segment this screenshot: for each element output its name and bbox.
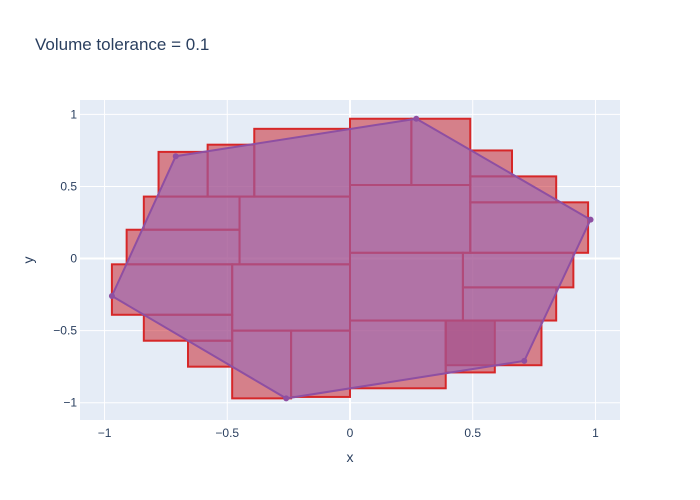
x-axis-label: x <box>347 449 354 465</box>
polygon-series <box>108 115 594 402</box>
y-tick-label: −1 <box>63 396 77 410</box>
y-tick-label: 0 <box>70 252 77 266</box>
y-tick-label: −0.5 <box>53 324 77 338</box>
y-tick-labels: −1 −0.5 0 0.5 1 <box>53 107 77 409</box>
x-tick-label: 1 <box>592 426 599 440</box>
x-tick-label: 0 <box>347 426 354 440</box>
x-tick-label: −1 <box>98 426 112 440</box>
polygon-vertex-marker <box>172 153 179 160</box>
x-tick-label: −0.5 <box>215 426 239 440</box>
polygon-vertex-marker <box>587 216 594 223</box>
polygon-vertex-marker <box>283 395 290 402</box>
chart-title: Volume tolerance = 0.1 <box>35 35 209 54</box>
polygon-vertex-marker <box>521 357 528 364</box>
polygon-vertex-marker <box>413 115 420 122</box>
y-tick-label: 1 <box>70 107 77 121</box>
y-axis-label: y <box>20 257 36 264</box>
x-tick-label: 0.5 <box>464 426 481 440</box>
y-tick-label: 0.5 <box>60 179 77 193</box>
polygon-vertex-marker <box>108 293 115 300</box>
x-tick-labels: −1 −0.5 0 0.5 1 <box>98 426 599 440</box>
